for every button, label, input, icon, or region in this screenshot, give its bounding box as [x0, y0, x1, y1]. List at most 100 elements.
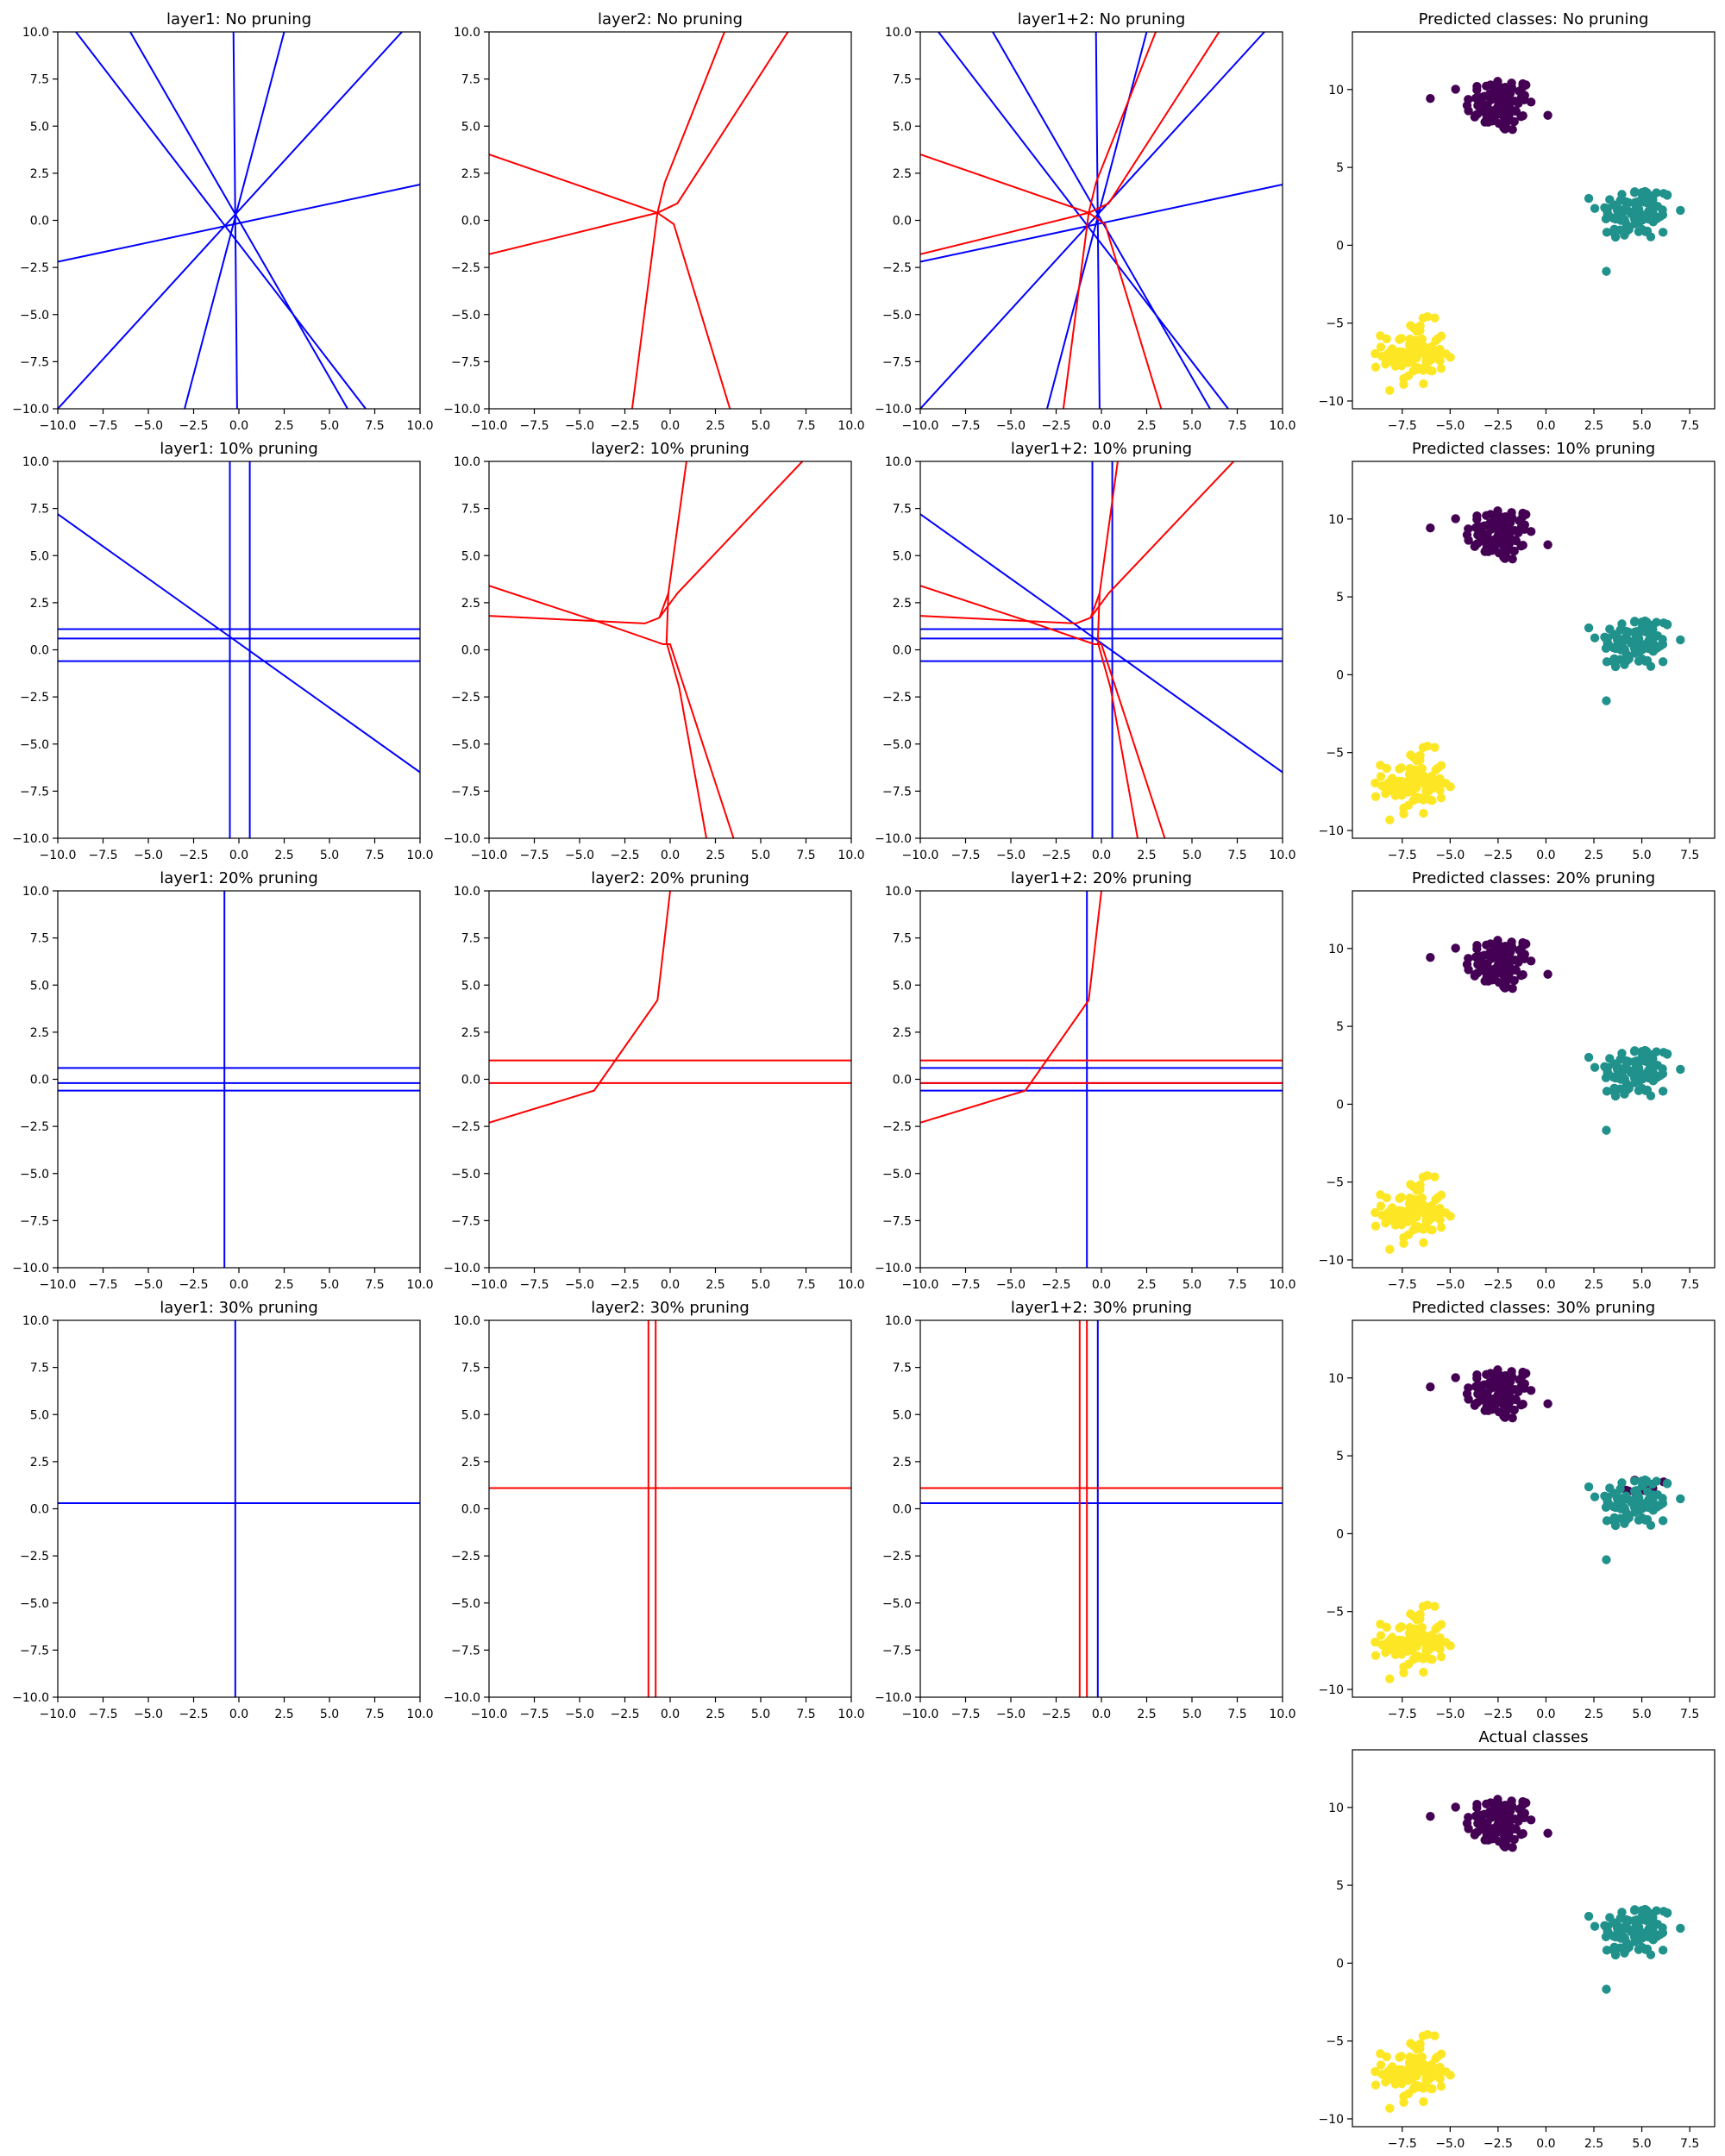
scatter-point [1501, 1381, 1510, 1390]
layer2-boundary-line [656, 211, 731, 409]
scatter-point [1426, 953, 1435, 962]
x-tick-label: 5.0 [751, 1708, 770, 1721]
scatter-point [1652, 617, 1661, 627]
scatter-point [1500, 554, 1509, 563]
chart-panel: layer1: 30% pruning −10.0 −7.5 −5.0 −2.5 0.0 2… [12, 1299, 433, 1721]
scatter-point [1427, 771, 1437, 781]
y-tick-label: −10 [1318, 2113, 1344, 2127]
x-tick-label: 5.0 [320, 419, 339, 433]
scatter-point [1476, 1825, 1486, 1834]
scatter-point [1500, 102, 1509, 111]
x-tick-label: 0.0 [1536, 1278, 1555, 1292]
scatter-point [1526, 956, 1536, 966]
chart-panel: layer1: 10% pruning −10.0 −7.5 −5.0 −2.5 0.0 2… [12, 440, 433, 862]
y-tick-label: 5.0 [893, 549, 912, 563]
scatter-point [1590, 1062, 1600, 1072]
scatter-point [1643, 198, 1653, 208]
scatter-point [1618, 1072, 1628, 1082]
y-tick-label: 5.0 [30, 120, 49, 134]
scatter-point [1640, 1904, 1650, 1915]
y-tick-label: 5 [1336, 1879, 1344, 1893]
scatter-point [1653, 202, 1663, 211]
x-tick-label: 2.5 [706, 1708, 724, 1721]
scatter-point [1376, 342, 1386, 352]
scatter-point [1500, 1390, 1509, 1400]
x-tick-label: −7.5 [89, 849, 118, 862]
axes-frame [1352, 1319, 1716, 1698]
scatter-point [1482, 1799, 1491, 1809]
y-tick-label: 5 [1336, 1450, 1344, 1463]
scatter-point [1425, 795, 1435, 805]
scatter-point [1501, 92, 1510, 102]
x-tick-label: −2.5 [1042, 1278, 1071, 1292]
scatter-point [1516, 112, 1526, 122]
x-tick-label: −2.5 [179, 1708, 209, 1721]
x-tick-label: −5.0 [996, 1278, 1026, 1292]
x-tick-label: −2.5 [179, 1278, 209, 1292]
chart-title: layer2: 30% pruning [591, 1299, 750, 1317]
x-tick-label: 0.0 [661, 849, 680, 862]
scatter-point [1391, 1646, 1402, 1656]
x-tick-label: 7.5 [796, 1278, 815, 1292]
scatter-point [1516, 1401, 1526, 1410]
plot-area [489, 461, 851, 838]
scatter-point [1640, 1069, 1650, 1079]
chart-panel: layer1+2: 30% pruning −10.0 −7.5 −5.0 −2.5 0.… [875, 1299, 1295, 1721]
scatter-point [1640, 1498, 1650, 1508]
scatter-point [1472, 940, 1482, 950]
x-tick-label: 2.5 [274, 419, 293, 433]
chart-panel: layer2: No pruning −10.0 −7.5 −5.0 −2.5 0.0 2.… [443, 10, 864, 433]
y-tick-label: 7.5 [893, 932, 912, 946]
scatter-point [1464, 965, 1473, 975]
scatter-point [1543, 1828, 1552, 1838]
x-tick-label: −2.5 [611, 849, 640, 862]
y-tick-label: 2.5 [893, 1456, 912, 1470]
scatter-point [1398, 788, 1408, 798]
scatter-point [1602, 1125, 1611, 1135]
scatter-point [1395, 335, 1404, 344]
chart-title: layer1: No pruning [166, 10, 311, 28]
scatter-point [1433, 1622, 1443, 1633]
scatter-point [1421, 1209, 1430, 1219]
axes-frame [919, 31, 1283, 410]
y-tick-label: −10.0 [875, 403, 912, 417]
layer1-boundary-line [58, 513, 420, 774]
scatter-point [1441, 2067, 1451, 2077]
scatter-point [1482, 81, 1491, 91]
x-tick-label: 7.5 [796, 849, 815, 862]
scatter-point [1615, 1084, 1625, 1094]
scatter-point [1643, 1916, 1653, 1926]
axes-frame [57, 31, 421, 410]
scatter-point [1590, 1492, 1600, 1501]
scatter-point [1398, 2077, 1408, 2086]
x-tick-label: 2.5 [706, 419, 724, 433]
plot-area [58, 1320, 420, 1697]
scatter-point [1482, 511, 1491, 521]
scatter-point [1521, 939, 1531, 949]
chart-title: Predicted classes: 30% pruning [1412, 1299, 1655, 1317]
scatter-point [1409, 1200, 1419, 1210]
x-tick-label: −7.5 [951, 1708, 981, 1721]
layer2-boundary-line [920, 32, 1220, 255]
x-tick-label: −10.0 [40, 849, 77, 862]
plot-marks [1371, 506, 1685, 824]
layer2-boundary-line [920, 891, 1102, 1124]
scatter-point [1648, 1935, 1658, 1945]
y-tick-label: 7.5 [893, 73, 912, 87]
scatter-point [1371, 1207, 1380, 1218]
y-tick-label: 2.5 [461, 597, 480, 611]
scatter-point [1634, 656, 1644, 666]
x-tick-label: 0.0 [661, 1708, 680, 1721]
scatter-point [1653, 1490, 1663, 1500]
x-tick-label: 7.5 [1680, 1708, 1699, 1721]
plot-marks [1371, 1795, 1685, 2113]
scatter-point [1520, 95, 1529, 105]
x-tick-label: 5.0 [320, 1278, 339, 1292]
y-tick-label: −7.5 [20, 785, 49, 799]
x-tick-label: 2.5 [274, 849, 293, 862]
x-tick-label: −2.5 [1484, 849, 1513, 862]
scatter-point [1381, 2072, 1391, 2082]
chart-title: Predicted classes: No pruning [1419, 10, 1649, 28]
scatter-point [1640, 186, 1650, 197]
y-tick-label: −2.5 [882, 1550, 912, 1564]
